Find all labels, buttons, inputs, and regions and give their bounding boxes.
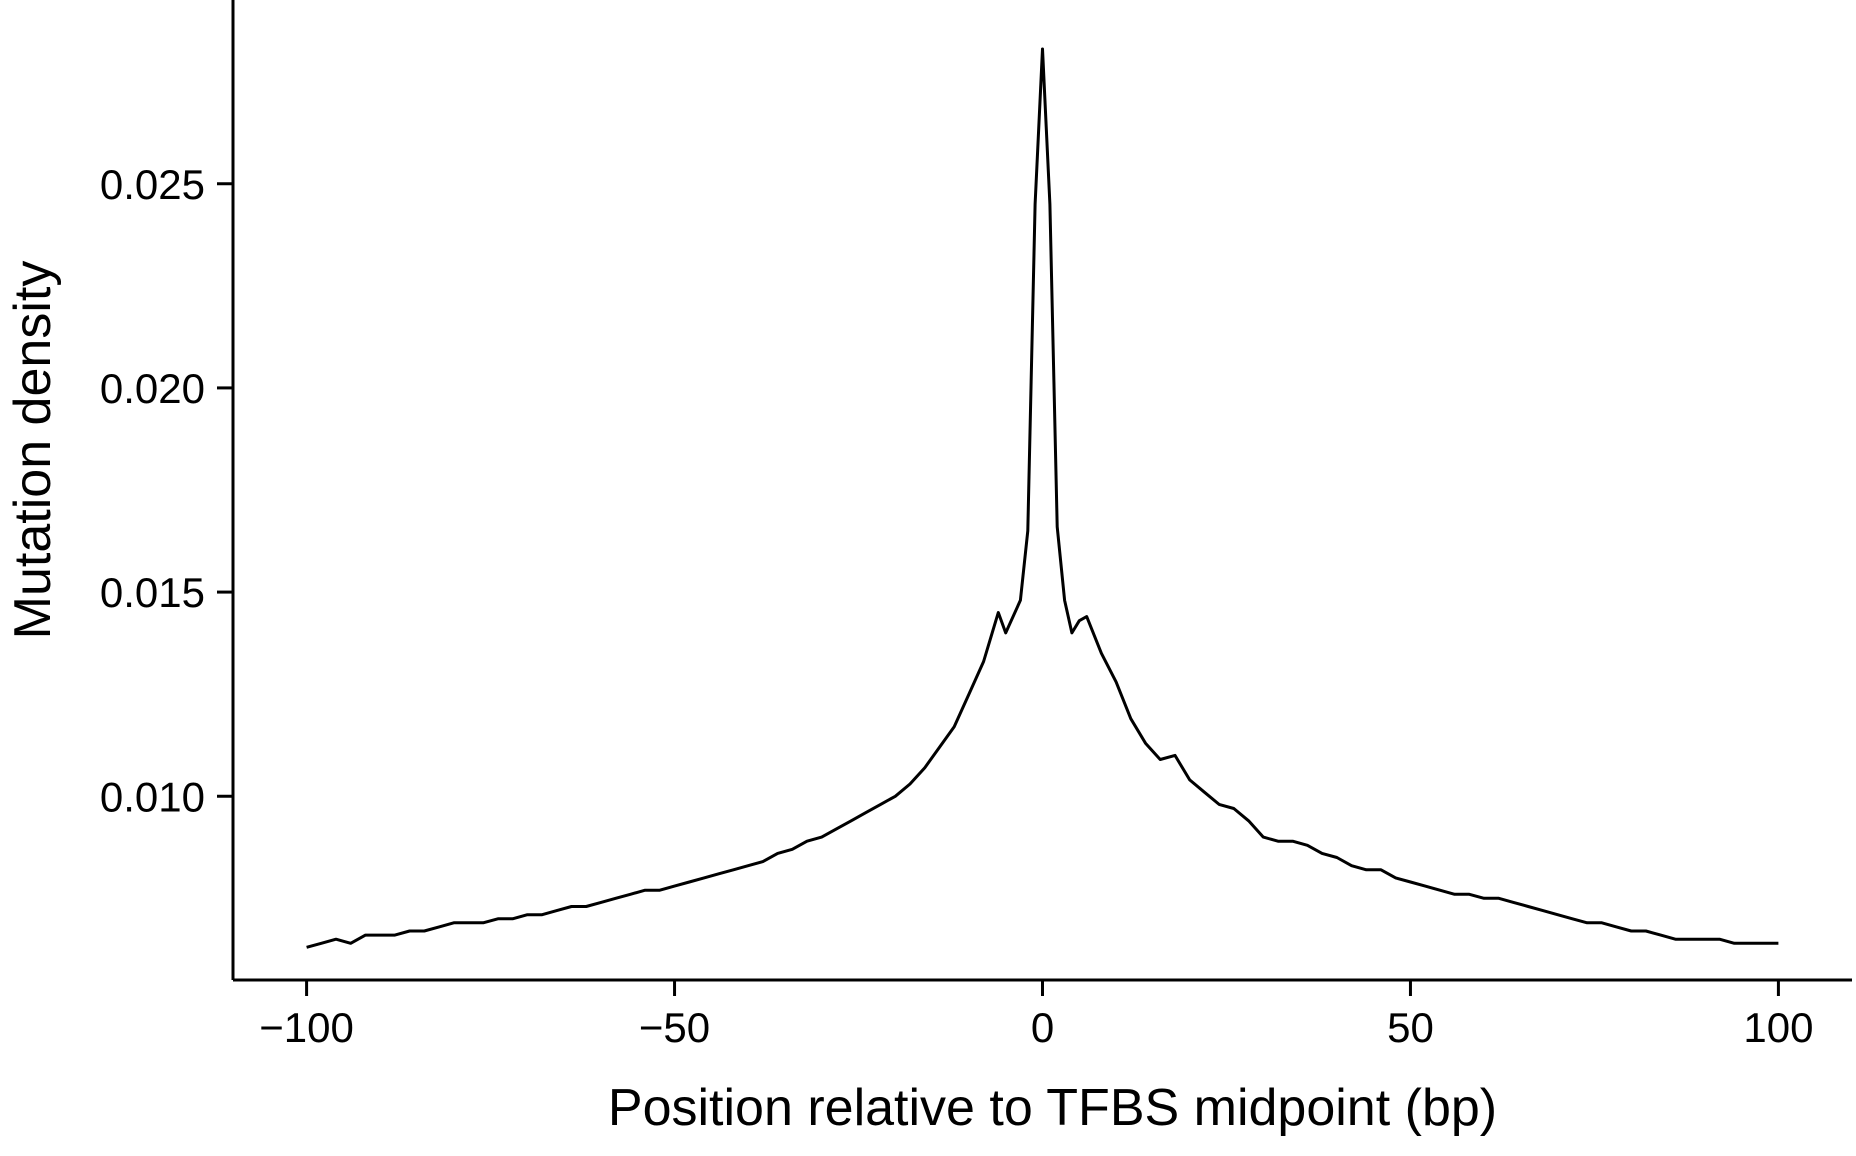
x-tick-label: 0 (1031, 1004, 1054, 1051)
y-tick-label: 0.015 (100, 569, 205, 616)
series-line (306, 47, 1779, 949)
x-ticks: −100 −50 0 50 100 (259, 980, 1813, 1051)
x-tick-label: −100 (259, 1004, 354, 1051)
y-ticks: 0.010 0.015 0.020 0.025 (100, 161, 233, 820)
x-tick-label: 100 (1743, 1004, 1813, 1051)
x-tick-label: −50 (639, 1004, 710, 1051)
axes (231, 0, 1852, 982)
y-tick-label: 0.010 (100, 773, 205, 820)
y-axis-title: Mutation density (4, 261, 62, 640)
y-tick-label: 0.020 (100, 365, 205, 412)
y-tick-label: 0.025 (100, 161, 205, 208)
plot-area (306, 47, 1779, 949)
x-tick-label: 50 (1387, 1004, 1434, 1051)
x-axis-title: Position relative to TFBS midpoint (bp) (608, 1079, 1497, 1137)
